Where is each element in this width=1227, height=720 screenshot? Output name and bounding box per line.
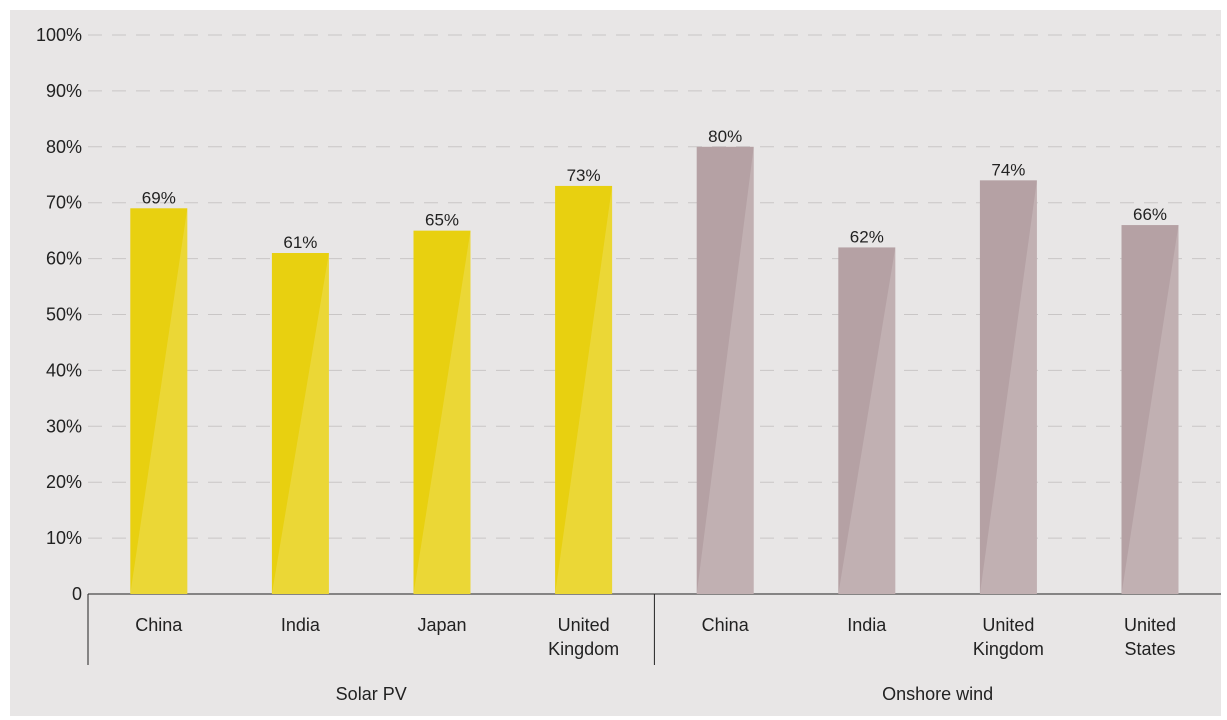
chart-panel: 0 10% 20% 30% 40% 50% 60% 70% 80% 90% 100% 69% China… bbox=[10, 10, 1221, 716]
x-category-label: Japan bbox=[417, 615, 466, 635]
bar-value-label: 61% bbox=[283, 233, 317, 252]
y-tick-label: 0 bbox=[72, 584, 82, 604]
x-category-label: Kingdom bbox=[548, 639, 619, 659]
bar-chart: 0 10% 20% 30% 40% 50% 60% 70% 80% 90% 100% 69% China… bbox=[36, 25, 1221, 704]
bar-0-0 bbox=[130, 208, 188, 595]
y-tick-label: 70% bbox=[46, 193, 82, 213]
x-category-label: States bbox=[1124, 639, 1175, 659]
y-tick-label: 80% bbox=[46, 137, 82, 157]
bar-value-label: 62% bbox=[850, 227, 884, 246]
x-category-label: Kingdom bbox=[973, 639, 1044, 659]
bar-sheen bbox=[271, 253, 329, 594]
x-category-label: United bbox=[982, 615, 1034, 635]
bar-0-2 bbox=[413, 230, 471, 594]
bar-value-label: 74% bbox=[991, 160, 1025, 179]
y-tick-label: 100% bbox=[36, 25, 82, 45]
bar-sheen bbox=[130, 208, 188, 595]
bar-sheen bbox=[413, 230, 471, 594]
bar-value-label: 66% bbox=[1133, 205, 1167, 224]
bar-sheen bbox=[979, 180, 1037, 594]
bar-1-0 bbox=[696, 146, 754, 595]
bar-value-label: 69% bbox=[142, 188, 176, 207]
bar-1-3 bbox=[1121, 225, 1179, 594]
bar-0-3 bbox=[555, 185, 613, 594]
bar-sheen bbox=[1121, 225, 1179, 594]
y-tick-label: 30% bbox=[46, 416, 82, 436]
bar-sheen bbox=[696, 146, 754, 595]
y-tick-label: 40% bbox=[46, 360, 82, 380]
bar-1-1 bbox=[838, 247, 896, 595]
bar-1-2 bbox=[979, 180, 1037, 594]
bar-value-label: 73% bbox=[567, 166, 601, 185]
bar-value-label: 65% bbox=[425, 211, 459, 230]
bar-0-1 bbox=[271, 253, 329, 594]
x-category-label: India bbox=[281, 615, 321, 635]
x-category-label: India bbox=[847, 615, 887, 635]
bar-value-label: 80% bbox=[708, 127, 742, 146]
x-category-label: China bbox=[702, 615, 750, 635]
bar-sheen bbox=[838, 247, 896, 595]
bar-sheen bbox=[555, 185, 613, 594]
x-category-label: China bbox=[135, 615, 183, 635]
x-category-label: United bbox=[1124, 615, 1176, 635]
y-tick-label: 60% bbox=[46, 249, 82, 269]
group-label: Onshore wind bbox=[882, 684, 993, 704]
group-label: Solar PV bbox=[336, 684, 407, 704]
y-tick-label: 20% bbox=[46, 472, 82, 492]
x-category-label: United bbox=[558, 615, 610, 635]
y-tick-label: 90% bbox=[46, 81, 82, 101]
y-tick-label: 50% bbox=[46, 305, 82, 325]
y-tick-label: 10% bbox=[46, 528, 82, 548]
